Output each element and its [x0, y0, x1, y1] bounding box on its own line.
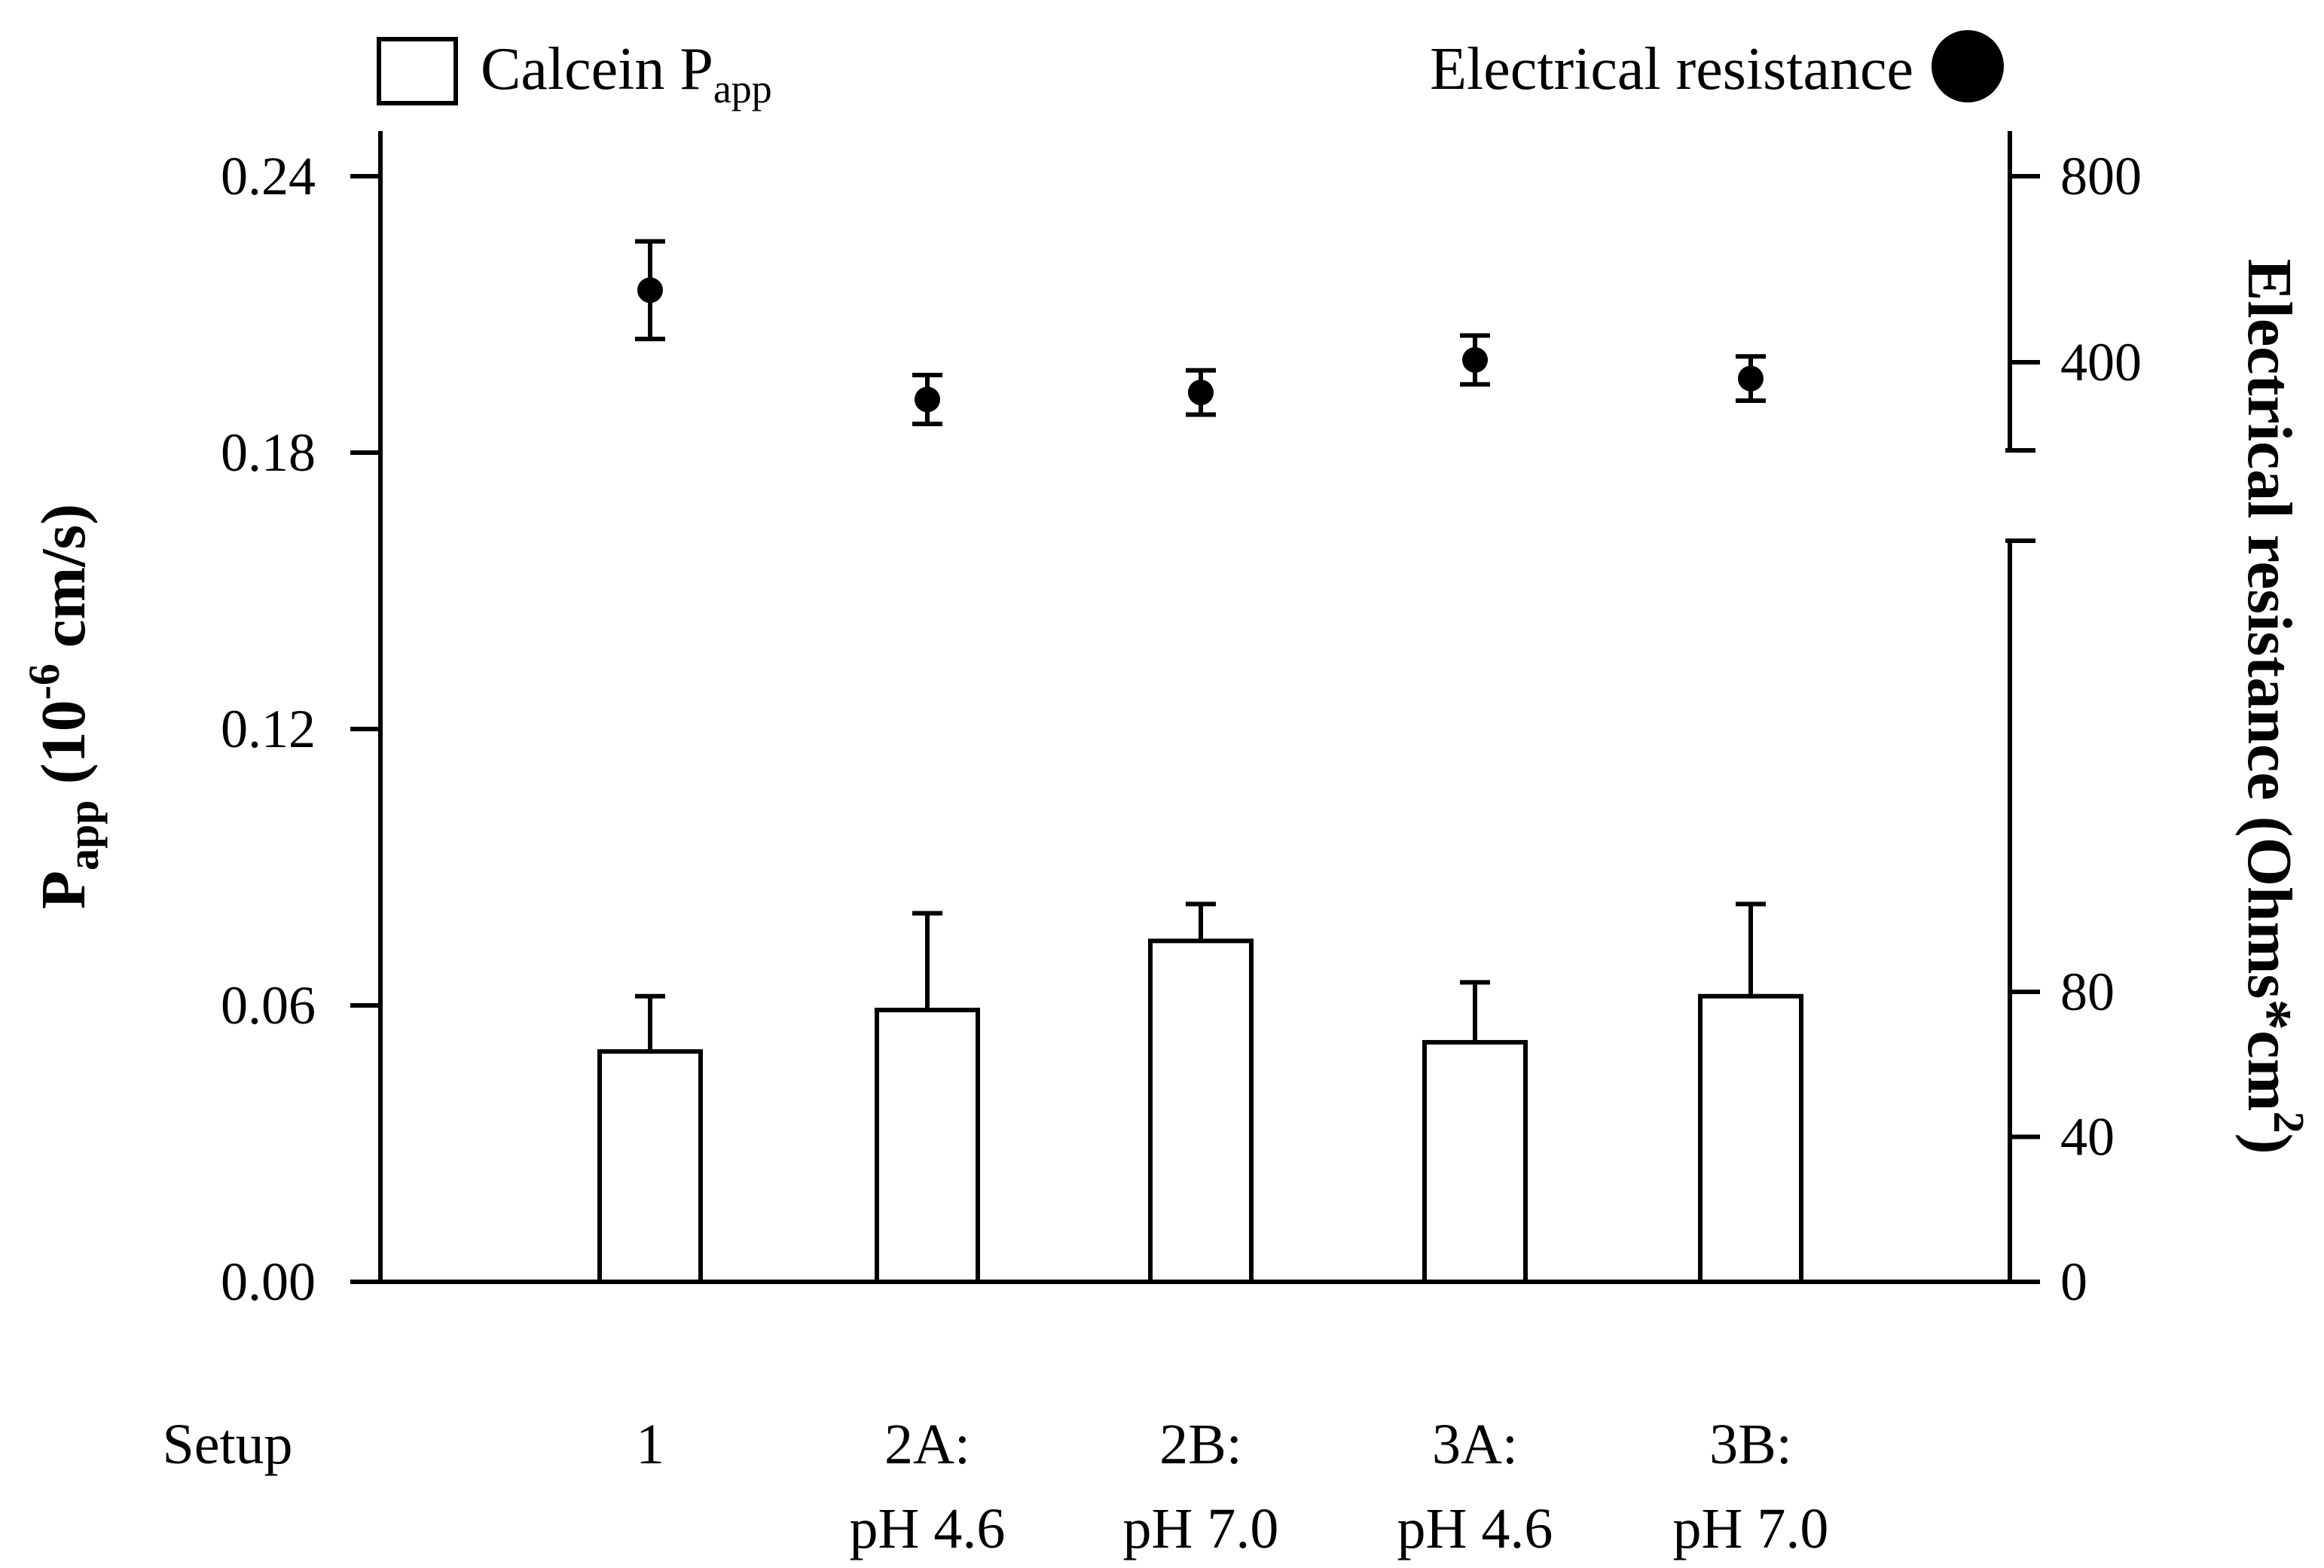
category-sublabel: pH 4.6: [1397, 1497, 1553, 1560]
legend-calcein-sub: app: [713, 66, 772, 111]
category-labels: Setup 1 2A: pH 4.6 2B: pH 7.0 3A: pH 4.6 3B: pH …: [162, 1413, 1828, 1560]
calcein-bar: [597, 1049, 703, 1284]
legend-bar-swatch: [377, 37, 458, 105]
legend: Calcein Papp Electrical resistance: [377, 30, 2004, 111]
resistance-point: [1738, 365, 1764, 392]
left-tick-label: 0.06: [221, 975, 316, 1036]
right-axis-ticks: 0 40 80 400 800: [2010, 146, 2142, 1312]
calcein-bar: [875, 1008, 980, 1285]
legend-point-swatch: [1932, 30, 2004, 102]
category-sublabel: pH 4.6: [850, 1497, 1006, 1560]
left-axis-ticks: 0.00 0.06 0.12 0.18 0.24: [221, 146, 380, 1312]
right-tick-label: 800: [2060, 146, 2142, 206]
category-label: 3B:: [1709, 1413, 1792, 1476]
category-axis-label: Setup: [162, 1413, 292, 1476]
calcein-bar: [1698, 993, 1803, 1285]
right-tick-label: 0: [2060, 1252, 2087, 1312]
right-tick-label: 80: [2060, 962, 2115, 1022]
calcein-bar: [1422, 1039, 1528, 1285]
left-axis-title: Papp (10-6 cm/s): [20, 504, 108, 909]
resistance-point: [1462, 346, 1488, 373]
resistance-point: [1188, 380, 1214, 406]
right-tick-label: 40: [2060, 1107, 2115, 1167]
legend-calcein-label: Calcein Papp: [481, 36, 772, 111]
resistance-point: [915, 386, 940, 413]
category-label: 2B:: [1159, 1413, 1242, 1476]
left-tick-label: 0.24: [221, 146, 316, 206]
resistance-point: [637, 277, 663, 304]
bar-series: [597, 901, 1803, 1285]
point-series: [635, 239, 1766, 426]
category-sublabel: pH 7.0: [1123, 1497, 1279, 1560]
right-axis-title: Electrical resistance (Ohms*cm2): [2234, 258, 2313, 1154]
left-tick-label: 0.00: [221, 1252, 316, 1312]
left-tick-label: 0.12: [221, 699, 316, 759]
legend-resistance-label: Electrical resistance: [1430, 36, 1913, 102]
calcein-bar: [1148, 938, 1254, 1285]
category-sublabel: pH 7.0: [1673, 1497, 1829, 1560]
category-label: 1: [636, 1413, 664, 1476]
left-tick-label: 0.18: [221, 423, 316, 483]
category-label: 3A:: [1432, 1413, 1518, 1476]
category-label: 2A:: [884, 1413, 970, 1476]
right-tick-label: 400: [2060, 332, 2142, 392]
